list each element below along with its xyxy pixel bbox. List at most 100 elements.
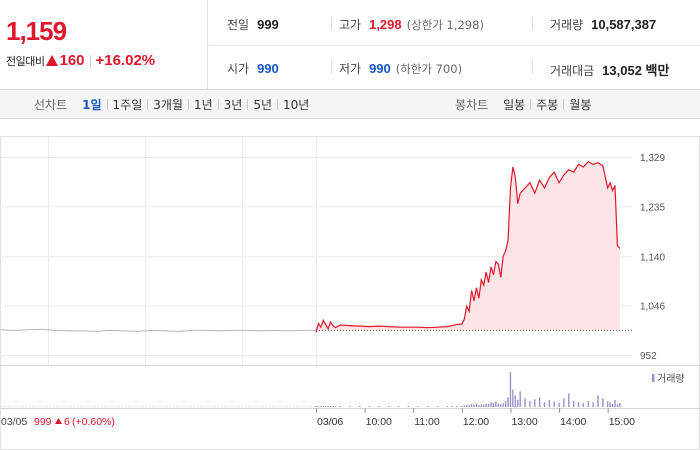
volume-bar [65, 406, 66, 407]
change-percent: +16.02% [95, 52, 156, 69]
volume-bar [122, 406, 123, 407]
volume-bar [50, 406, 51, 407]
volume-bar [296, 406, 297, 407]
current-price: 1,159 [6, 16, 67, 46]
compare-label: 전일대비 [6, 54, 45, 68]
tab-monthly[interactable]: 월봉 [569, 98, 592, 112]
volume-bar [215, 406, 216, 407]
volume-bar [38, 406, 39, 407]
prev-date-label: 03/05 [1, 416, 27, 428]
volume-bar [334, 406, 337, 407]
volume-bar [329, 406, 332, 407]
stat-prev-close: 전일 999 [227, 16, 279, 33]
volume-bar [436, 406, 439, 407]
y-tick-label: 1,046 [640, 302, 665, 313]
volume-bar [299, 406, 300, 407]
candle-chart-tabs: 봉차트 일봉 주봉 월봉 [455, 90, 596, 119]
volume-bar [194, 406, 195, 407]
x-axis: 03/06 10:00 11:00 12:00 13:00 14:00 15:00 [316, 408, 635, 428]
stat-label: 거래량 [550, 18, 584, 32]
volume-bar [446, 406, 448, 407]
volume-bar [478, 405, 480, 407]
price-line [315, 160, 621, 333]
price-box: 1,159 전일대비 160 +16.02% [0, 0, 208, 90]
volume-bar [2, 406, 3, 407]
volume-bar [161, 406, 162, 407]
volume-bar [349, 406, 351, 407]
divider [563, 99, 565, 110]
volume-bar [104, 406, 105, 407]
volume-bar [116, 406, 117, 407]
volume-bar [185, 406, 186, 407]
tab-10y[interactable]: 10년 [283, 98, 310, 112]
volume-bar [128, 406, 129, 407]
volume-bar [5, 406, 6, 407]
volume-bar [487, 403, 490, 407]
volume-bar [77, 406, 78, 407]
volume-bar [582, 403, 585, 407]
prev-up-arrow-icon [55, 418, 62, 424]
divider [247, 99, 249, 110]
stat-label: 전일 [227, 18, 250, 32]
volume-bar [248, 406, 249, 407]
volume-bar [62, 406, 63, 407]
volume-bars [2, 372, 621, 407]
volume-bar [131, 406, 132, 407]
tab-3y[interactable]: 3년 [223, 98, 243, 112]
stat-amount: 거래대금 13,052 백만 [550, 60, 669, 79]
volume-bar [314, 406, 315, 407]
volume-bar [98, 406, 99, 407]
volume-bar [8, 406, 9, 407]
tab-5y[interactable]: 5년 [253, 98, 273, 112]
volume-bar [233, 406, 234, 407]
volume-bar [266, 406, 267, 407]
volume-bar [473, 404, 475, 407]
volume-bar [110, 406, 111, 407]
candle-chart-title: 봉차트 [455, 98, 489, 112]
volume-bar [317, 406, 320, 407]
volume-bar [158, 406, 159, 407]
volume-bar [466, 404, 468, 407]
volume-bar [125, 406, 126, 407]
tab-1y[interactable]: 1년 [193, 98, 213, 112]
volume-bar [227, 406, 228, 407]
tab-daily[interactable]: 일봉 [503, 98, 526, 112]
tab-1d[interactable]: 1일 [82, 98, 102, 112]
price-lines [0, 160, 632, 333]
volume-bar [257, 406, 258, 407]
volume-bar [137, 406, 138, 407]
stat-label: 고가 [339, 18, 362, 32]
volume-bar [89, 406, 90, 407]
volume-bar [47, 406, 48, 407]
volume-bar [191, 406, 192, 407]
volume-bar [74, 406, 75, 407]
volume-bar [592, 402, 594, 407]
divider [209, 45, 700, 46]
chart-period-bar: 선차트 1일 1주일 3개월 1년 3년 5년 10년 봉차트 일봉 주봉 월봉 [0, 90, 700, 119]
y-tick-label: 1,329 [640, 153, 665, 164]
x-tick-label: 13:00 [511, 416, 537, 428]
volume-bar [327, 406, 329, 407]
tab-weekly[interactable]: 주봉 [536, 98, 559, 112]
line-chart-title: 선차트 [34, 98, 68, 112]
volume-bar [92, 406, 93, 407]
volume-bar [611, 403, 614, 407]
volume-bar [152, 406, 153, 407]
tab-1w[interactable]: 1주일 [112, 98, 143, 112]
volume-bar [206, 406, 207, 407]
volume-bar [495, 401, 497, 407]
stat-value: 10,587,387 [591, 17, 657, 32]
tab-3m[interactable]: 3개월 [153, 98, 183, 112]
volume-bar [140, 406, 141, 407]
volume-bar [32, 406, 33, 407]
y-tick-label: 1,235 [640, 202, 665, 213]
volume-bar [514, 395, 517, 407]
volume-bar [490, 402, 492, 407]
stat-value: 13,052 백만 [602, 63, 670, 78]
volume-bar [614, 400, 616, 407]
y-tick-label: 952 [640, 351, 657, 362]
volume-bar [475, 403, 478, 407]
volume-bar [134, 406, 135, 407]
divider [530, 99, 532, 110]
volume-bar [14, 406, 15, 407]
